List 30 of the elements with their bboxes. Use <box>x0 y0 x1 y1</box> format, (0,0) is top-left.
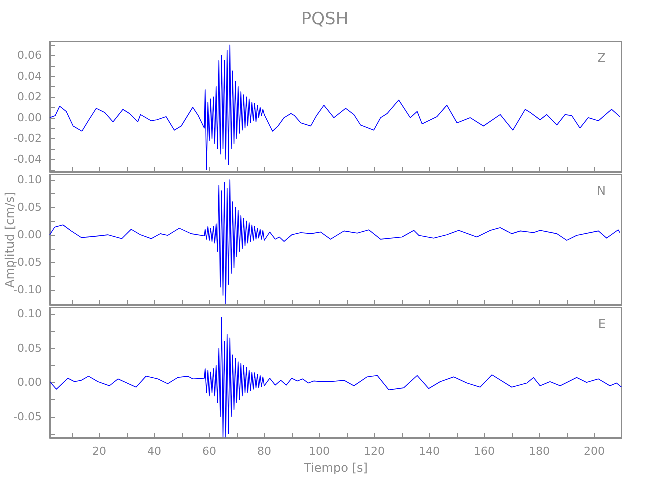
x-axis-title: Tiempo [s] <box>303 461 368 475</box>
line-series <box>50 44 620 170</box>
annotation: E <box>598 317 606 331</box>
y-tick-label: 0.05 <box>18 201 42 214</box>
y-tick-label: 0.02 <box>18 90 42 104</box>
y-tick-label: 0.05 <box>18 342 42 355</box>
annotation: Z <box>598 51 606 65</box>
y-tick-label: -0.05 <box>14 410 42 424</box>
x-tick-label: 160 <box>474 445 495 458</box>
x-tick-label: 80 <box>258 445 272 458</box>
x-tick-label: 100 <box>309 445 330 458</box>
y-tick-label: 0.00 <box>18 111 42 124</box>
x-tick-label: 140 <box>419 445 440 458</box>
x-tick-label: 180 <box>529 445 550 458</box>
y-tick-label: 0.06 <box>18 49 42 62</box>
y-tick-label: 0.04 <box>18 70 42 83</box>
annotation: N <box>597 184 606 198</box>
y-tick-label: 0.10 <box>18 173 42 186</box>
y-tick-label: -0.02 <box>14 132 42 146</box>
x-tick-label: 60 <box>202 445 216 458</box>
y-tick-label: -0.10 <box>14 284 42 297</box>
y-tick-label: 0.10 <box>18 308 42 321</box>
y-tick-label: 0.00 <box>18 376 42 390</box>
x-tick-label: 200 <box>584 445 605 458</box>
y-tick-label: 0.00 <box>18 228 42 242</box>
chart-title: PQSH <box>301 10 349 30</box>
x-tick-label: 40 <box>148 445 162 458</box>
x-tick-label: 20 <box>92 445 106 458</box>
x-tick-label: 120 <box>364 445 385 458</box>
y-tick-label: -0.04 <box>14 153 42 166</box>
